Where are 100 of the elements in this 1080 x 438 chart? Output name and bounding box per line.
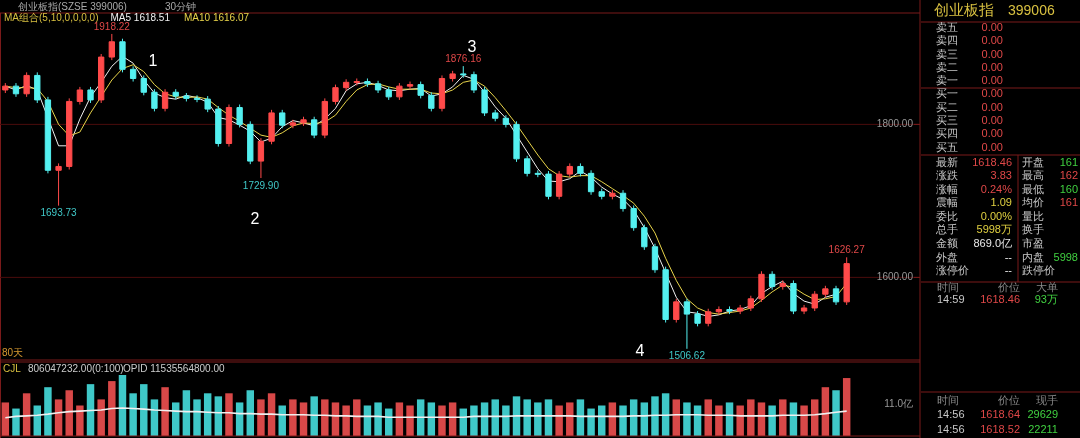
text: OPID 11535564800.00 — [123, 362, 225, 374]
candlestick — [257, 137, 265, 179]
bar — [44, 387, 52, 436]
bar — [406, 405, 414, 436]
text: 跌停价 — [1022, 264, 1055, 277]
text: 0.00 — [981, 47, 1003, 60]
text: -- — [1004, 251, 1013, 264]
candlestick — [747, 295, 754, 312]
text: 买一 — [936, 87, 958, 100]
annotation: 1876.16 — [445, 53, 482, 65]
text: 0.00 — [981, 100, 1003, 113]
text: 1.09 — [990, 196, 1012, 209]
text: 时间 — [937, 393, 959, 406]
text: 震幅 — [936, 196, 958, 209]
candlestick — [98, 53, 105, 104]
text: 3.83 — [990, 169, 1012, 182]
text: 1618.46 — [972, 155, 1012, 168]
text: 内盘 — [1022, 251, 1044, 264]
candlestick — [651, 243, 659, 274]
text: 14:56 — [937, 422, 965, 435]
candlestick — [66, 97, 73, 171]
chart-subtitle: 30分钟 — [165, 0, 197, 12]
text: 1618.46 — [980, 292, 1020, 305]
bar — [161, 387, 169, 436]
text: 162 — [1059, 169, 1078, 182]
text: 涨跌 — [936, 169, 958, 182]
bar — [289, 399, 297, 436]
bar — [480, 402, 489, 436]
candlestick — [172, 88, 179, 100]
bar — [321, 399, 329, 436]
candlestick — [87, 86, 94, 104]
candlestick — [768, 270, 776, 291]
candlestick — [619, 189, 627, 213]
bar — [747, 399, 755, 436]
annotation: 1626.27 — [828, 244, 866, 256]
candlestick — [161, 88, 169, 112]
text: 卖四 — [936, 34, 958, 47]
bar — [12, 408, 20, 436]
candlestick — [140, 74, 147, 96]
candlestick — [694, 310, 701, 327]
text: 买三 — [936, 114, 958, 127]
bar — [768, 405, 776, 436]
bar — [76, 405, 84, 436]
candlestick — [705, 308, 712, 327]
candlestick — [715, 305, 723, 316]
text: 均价 — [1021, 196, 1044, 209]
candlestick — [353, 77, 360, 86]
text: 14:56 — [937, 407, 965, 420]
bar — [842, 378, 851, 436]
bar — [608, 402, 617, 436]
candlestick — [2, 82, 9, 94]
legend-title: MA组合(5,10,0,0,0,0) — [4, 12, 99, 24]
text: 涨停价 — [936, 264, 969, 277]
candlestick — [609, 189, 616, 200]
bar — [108, 381, 116, 436]
text: 0.00 — [981, 60, 1003, 73]
bar — [736, 405, 744, 436]
bar — [1, 402, 10, 436]
text: 1618.64 — [980, 407, 1020, 420]
candlestick — [268, 109, 275, 145]
bar — [438, 405, 446, 436]
candlestick — [396, 82, 403, 101]
text: 11.0亿 — [884, 397, 913, 409]
text: 金额 — [936, 236, 958, 249]
candlestick — [832, 285, 840, 306]
bar — [779, 399, 787, 436]
candlestick — [449, 70, 456, 83]
text: 160 — [1059, 182, 1078, 195]
annotation: 1506.62 — [668, 350, 706, 362]
bar — [523, 399, 531, 436]
text: 161 — [1059, 155, 1078, 168]
bar — [140, 384, 148, 436]
y-tick-label: 1800.00 — [876, 118, 914, 130]
text: 29629 — [1027, 407, 1058, 420]
text: 换手 — [1022, 223, 1044, 236]
annotation: 1693.73 — [40, 207, 78, 219]
text: 外盘 — [936, 251, 958, 264]
candlestick — [151, 88, 158, 112]
bar — [470, 405, 478, 436]
text: MA10 1616.07 — [183, 12, 250, 24]
candlestick — [183, 92, 190, 102]
candlestick — [843, 256, 850, 306]
candlestick — [247, 120, 254, 165]
candlestick — [555, 170, 563, 200]
text: 总手 — [935, 223, 958, 236]
text: 卖二 — [936, 60, 958, 73]
candlestick — [566, 162, 573, 178]
bar — [193, 399, 201, 436]
bar — [235, 402, 244, 436]
bar — [225, 393, 233, 436]
candlestick — [321, 97, 328, 139]
candlestick — [470, 71, 478, 94]
bar — [651, 396, 659, 436]
candlestick — [779, 279, 786, 291]
candlestick — [342, 78, 350, 92]
annotation: 4 — [635, 342, 645, 360]
bar — [310, 396, 318, 436]
candlestick — [129, 65, 137, 83]
bar — [502, 405, 510, 436]
bar — [555, 405, 563, 436]
